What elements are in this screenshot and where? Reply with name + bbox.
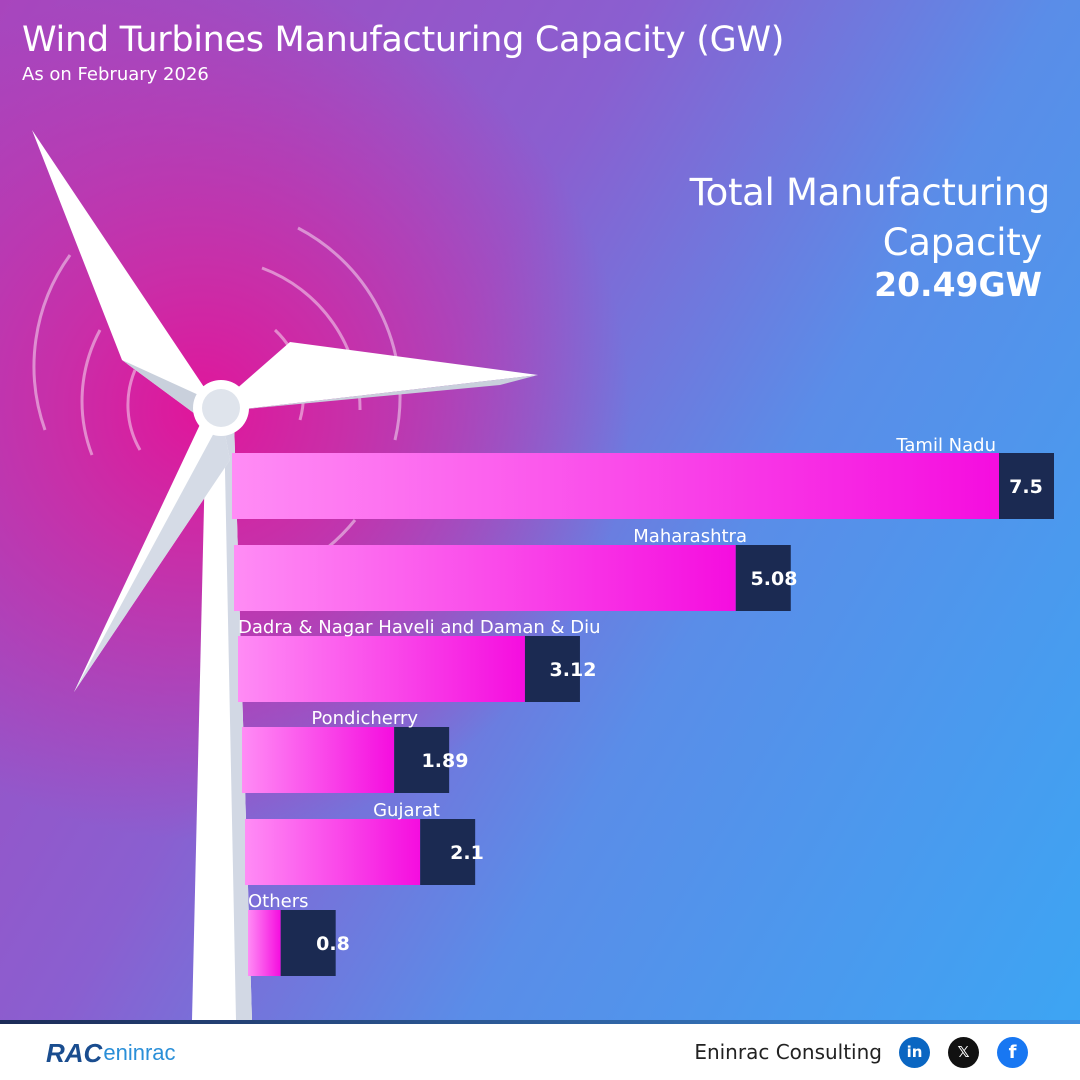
- value-box: [735, 545, 791, 611]
- data-label: 5.08: [751, 568, 798, 590]
- brand-rac-text: RAC: [46, 1037, 103, 1068]
- chart-title: Wind Turbines Manufacturing Capacity (GW…: [22, 20, 785, 60]
- bar-series: [232, 453, 1054, 976]
- tick-label: Dadra & Nagar Haveli and Daman & Diu: [238, 617, 601, 638]
- bar: [238, 636, 525, 702]
- tick-label: Pondicherry: [311, 708, 418, 729]
- total-capacity-label: Total Manufacturing Capacity: [630, 168, 1051, 268]
- data-label: 1.89: [422, 750, 469, 772]
- facebook-icon[interactable]: f: [997, 1037, 1028, 1068]
- data-label: 7.5: [1009, 476, 1043, 498]
- chart-subtitle: As on February 2026: [22, 64, 209, 85]
- wave-arcs: [32, 226, 402, 592]
- total-capacity-value: 20.49GW: [874, 265, 1042, 304]
- footer: RAC eninrac Eninrac Consulting in 𝕏 f: [0, 1020, 1080, 1080]
- value-box: [280, 910, 336, 976]
- data-label: 3.12: [550, 659, 597, 681]
- footer-divider: [0, 1020, 1080, 1024]
- value-box: [420, 819, 476, 885]
- bar: [232, 453, 999, 519]
- tick-label: Others: [248, 891, 309, 912]
- tick-label: Tamil Nadu: [895, 435, 996, 456]
- data-label: 0.8: [316, 933, 350, 955]
- value-box: [999, 453, 1054, 519]
- brand-logo: RAC eninrac: [46, 1038, 176, 1068]
- total-label-line2: Capacity: [882, 221, 1043, 264]
- x-icon[interactable]: 𝕏: [948, 1037, 979, 1068]
- bar: [248, 910, 281, 976]
- tick-label: Gujarat: [373, 800, 440, 821]
- bar: [242, 727, 395, 793]
- company-name: Eninrac Consulting: [694, 1040, 882, 1064]
- total-label-line1: Total Manufacturing: [689, 171, 1051, 214]
- wind-turbine-illustration: [32, 130, 538, 1020]
- value-box: [394, 727, 450, 793]
- bar: [245, 819, 421, 885]
- tick-label: Maharashtra: [633, 526, 747, 547]
- brand-name-text: eninrac: [103, 1040, 176, 1065]
- value-box: [524, 636, 580, 702]
- bar: [234, 545, 736, 611]
- data-label: 2.1: [450, 842, 484, 864]
- linkedin-icon[interactable]: in: [899, 1037, 930, 1068]
